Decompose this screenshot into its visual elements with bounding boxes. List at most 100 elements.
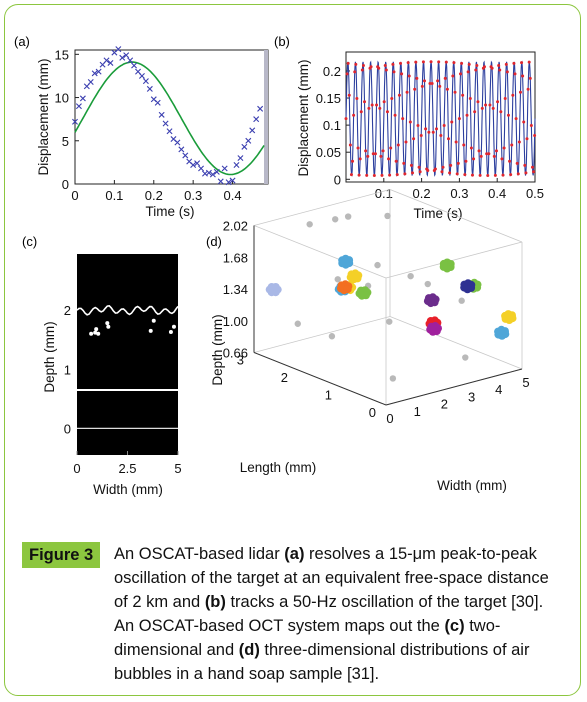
sample-point bbox=[504, 62, 508, 66]
sample-point bbox=[464, 159, 468, 163]
data-point bbox=[79, 95, 86, 102]
bubble-grey bbox=[462, 354, 469, 361]
sample-point bbox=[456, 161, 460, 165]
top-edge bbox=[253, 189, 391, 226]
data-point bbox=[103, 57, 110, 64]
sample-point bbox=[403, 172, 407, 176]
bubble-grey bbox=[374, 261, 381, 269]
sample-point bbox=[424, 127, 428, 131]
sample-point bbox=[469, 146, 473, 150]
y-tick-label: 0.15 bbox=[316, 91, 341, 106]
bubble-cluster bbox=[271, 283, 280, 291]
bubble-grey bbox=[328, 333, 336, 340]
caption-segment: resolves a 15-μm peak-to-peak oscillatio… bbox=[114, 545, 549, 611]
depth-tick-label: 1.34 bbox=[223, 282, 248, 297]
sample-point bbox=[348, 143, 352, 147]
sample-point bbox=[446, 137, 450, 141]
sample-point bbox=[419, 134, 423, 138]
sample-point bbox=[392, 70, 396, 74]
sample-point bbox=[420, 84, 424, 88]
air-bubble bbox=[96, 331, 101, 336]
caption-panel-ref: (d) bbox=[238, 641, 260, 659]
data-point bbox=[229, 177, 236, 184]
sample-point bbox=[384, 68, 388, 72]
sample-point bbox=[385, 110, 389, 114]
y-tick-label: 0.05 bbox=[316, 145, 341, 160]
sample-point bbox=[415, 76, 419, 80]
figure-badge: Figure 3 bbox=[22, 542, 101, 568]
x-tick-label: 0 bbox=[71, 188, 78, 203]
x-tick-label: 0 bbox=[73, 461, 80, 476]
sample-point bbox=[480, 106, 484, 110]
sample-point bbox=[479, 154, 483, 158]
sample-point bbox=[417, 165, 421, 169]
sample-point bbox=[423, 79, 427, 83]
floor-edge bbox=[389, 316, 523, 370]
bubble-cluster bbox=[460, 283, 469, 292]
bubble-cluster bbox=[428, 293, 437, 302]
data-point bbox=[249, 127, 256, 134]
sample-point bbox=[490, 66, 494, 70]
sample-point bbox=[524, 171, 528, 175]
air-bubble bbox=[151, 318, 156, 323]
sample-point bbox=[404, 140, 408, 144]
y-tick-label: 1 bbox=[64, 362, 71, 377]
sample-point bbox=[347, 93, 351, 97]
sample-point bbox=[448, 171, 452, 175]
length-tick-label: 0 bbox=[369, 405, 376, 420]
caption-segment: two-dimensional and bbox=[114, 617, 501, 659]
sample-point bbox=[390, 96, 394, 100]
caption-text: An OSCAT-based lidar (a) resolves a 15-μ… bbox=[114, 542, 564, 686]
air-bubble bbox=[94, 327, 99, 332]
data-point bbox=[75, 103, 82, 110]
data-point bbox=[127, 57, 134, 64]
data-point bbox=[72, 118, 78, 125]
panel-a-ylabel: Displacement (mm) bbox=[36, 58, 51, 175]
data-point bbox=[221, 165, 228, 172]
sample-point bbox=[360, 68, 364, 72]
data-point bbox=[245, 137, 252, 144]
sample-point bbox=[394, 159, 398, 163]
panel-c-xlabel: Width (mm) bbox=[93, 482, 163, 497]
y-tick-label: 0 bbox=[64, 421, 71, 436]
sample-point bbox=[388, 173, 392, 177]
data-point bbox=[107, 59, 114, 66]
bubble-cluster bbox=[341, 254, 350, 263]
sample-point bbox=[533, 134, 537, 138]
data-point bbox=[178, 146, 185, 153]
caption-panel-ref: (b) bbox=[204, 593, 226, 611]
x-tick-label: 2.5 bbox=[118, 461, 136, 476]
data-point bbox=[87, 78, 94, 85]
width-tick-label: 3 bbox=[468, 389, 475, 404]
sample-point bbox=[416, 123, 420, 127]
sample-point bbox=[445, 87, 449, 91]
bubble-cluster bbox=[354, 271, 363, 280]
sample-point bbox=[503, 96, 507, 100]
sample-point bbox=[472, 157, 476, 161]
sample-point bbox=[453, 90, 457, 94]
sample-point bbox=[378, 106, 382, 110]
sample-point bbox=[525, 137, 529, 141]
sample-point bbox=[502, 146, 506, 150]
sample-point bbox=[497, 63, 501, 67]
sample-point bbox=[514, 117, 518, 121]
x-tick-label: 0.4 bbox=[224, 188, 242, 203]
data-point bbox=[237, 155, 244, 162]
data-point bbox=[190, 161, 197, 168]
panel-d-xlabel: Width (mm) bbox=[437, 478, 507, 493]
y-tick-label: 2 bbox=[64, 303, 71, 318]
sample-point bbox=[345, 72, 349, 76]
data-point bbox=[194, 160, 201, 167]
data-point bbox=[257, 105, 264, 112]
width-tick-label: 1 bbox=[414, 404, 421, 419]
sample-point bbox=[363, 100, 367, 104]
sample-point bbox=[379, 154, 383, 158]
sample-point bbox=[511, 93, 515, 97]
sample-point bbox=[371, 152, 375, 156]
air-bubble bbox=[105, 321, 110, 326]
sample-point bbox=[491, 106, 495, 110]
sample-point bbox=[467, 62, 471, 66]
sample-point bbox=[380, 173, 384, 177]
length-axis bbox=[253, 352, 387, 406]
sample-point bbox=[437, 60, 441, 64]
